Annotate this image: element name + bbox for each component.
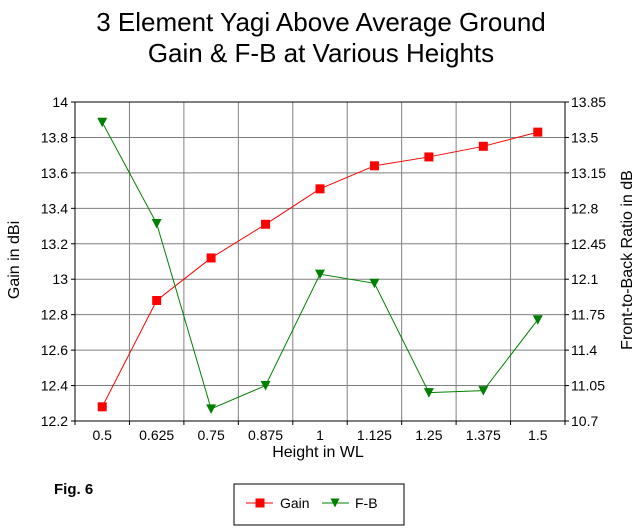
chart-subtitle: Gain & F-B at Various Heights <box>148 38 494 68</box>
y-tick-label: 13.2 <box>41 236 68 252</box>
data-point-gain <box>424 152 434 162</box>
legend-gain-marker <box>255 498 265 508</box>
plot-area <box>74 101 566 422</box>
y-tick-label: 12.4 <box>41 378 68 394</box>
x-tick-label: 1.5 <box>528 427 548 443</box>
data-point-f-b <box>97 117 108 128</box>
x-tick-label: 0.875 <box>248 427 283 443</box>
data-point-gain <box>152 295 162 305</box>
legend-fb-marker <box>330 498 340 508</box>
y-axis-label: Gain in dBi <box>6 221 23 299</box>
y-tick-label: 12.2 <box>41 413 68 429</box>
x-tick-label: 1.125 <box>357 427 392 443</box>
data-point-gain <box>478 141 488 151</box>
series-line-f-b <box>101 122 539 410</box>
data-point-f-b <box>532 315 543 325</box>
y2-tick-label: 12.1 <box>571 271 598 287</box>
data-point-f-b <box>260 381 271 391</box>
figure-caption: Fig. 6 <box>54 481 93 498</box>
data-point-gain <box>315 184 325 194</box>
y-tick-label: 13 <box>52 271 68 287</box>
x-tick-label: 1.25 <box>415 427 442 443</box>
x-tick-label: 0.75 <box>197 427 224 443</box>
data-point-gain <box>261 219 271 229</box>
data-point-gain <box>97 402 107 412</box>
data-point-f-b <box>478 386 489 396</box>
y2-tick-label: 10.7 <box>571 413 598 429</box>
y-tick-label: 13.4 <box>41 200 68 216</box>
y2-tick-label: 12.8 <box>571 200 598 216</box>
y-tick-label: 12.6 <box>41 342 68 358</box>
y2-tick-label: 11.05 <box>571 378 605 394</box>
y2-tick-label: 13.5 <box>571 129 598 145</box>
y-tick-label: 12.8 <box>41 307 68 323</box>
legend-fb-label: F-B <box>355 495 378 511</box>
y2-tick-label: 11.4 <box>571 342 597 358</box>
chart-title: 3 Element Yagi Above Average Ground <box>96 7 546 37</box>
x-tick-label: 1 <box>316 427 324 443</box>
x-axis-ticks: 0.5 0.625 0.75 0.875 1 1.125 1.25 1.375 1.5 <box>74 421 566 443</box>
y-tick-label: 14 <box>52 94 68 110</box>
y2-tick-label: 13.85 <box>571 94 606 110</box>
y2-axis-label: Front-to-Back Ratio in dB <box>619 170 636 350</box>
x-tick-label: 1.375 <box>466 427 501 443</box>
data-point-gain <box>206 253 216 263</box>
y2-tick-label: 13.15 <box>571 165 606 181</box>
data-point-f-b <box>315 269 325 280</box>
data-point-gain <box>369 161 379 171</box>
y2-tick-label: 11.75 <box>571 307 605 323</box>
y-tick-label: 13.8 <box>41 129 68 145</box>
right-axis-ticks: 10.7 11.05 11.4 11.75 12.1 12.45 12.8 13.15 13.5… <box>565 94 606 429</box>
data-point-gain <box>533 127 543 137</box>
data-point-f-b <box>369 278 380 289</box>
y2-tick-label: 12.45 <box>571 236 606 252</box>
x-tick-label: 0.5 <box>92 427 112 443</box>
legend: Gain F-B <box>233 483 405 526</box>
left-axis-ticks: 12.2 12.4 12.6 12.8 13 13.2 13.4 13.6 13.8 14 <box>41 94 75 429</box>
x-axis-label: Height in WL <box>272 444 364 461</box>
series-layer <box>97 117 543 414</box>
grid-lines <box>74 101 566 422</box>
x-tick-label: 0.625 <box>139 427 174 443</box>
y-tick-label: 13.6 <box>41 165 68 181</box>
data-point-f-b <box>206 404 217 414</box>
data-point-f-b <box>151 219 162 229</box>
legend-gain-label: Gain <box>280 495 310 511</box>
data-point-f-b <box>423 388 434 398</box>
